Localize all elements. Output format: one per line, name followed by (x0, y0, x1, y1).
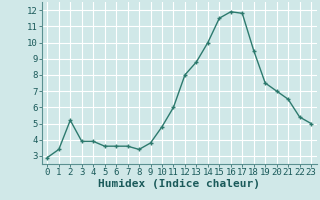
X-axis label: Humidex (Indice chaleur): Humidex (Indice chaleur) (98, 179, 260, 189)
